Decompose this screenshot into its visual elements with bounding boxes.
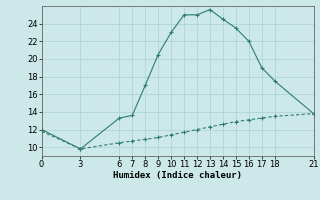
X-axis label: Humidex (Indice chaleur): Humidex (Indice chaleur) [113, 171, 242, 180]
